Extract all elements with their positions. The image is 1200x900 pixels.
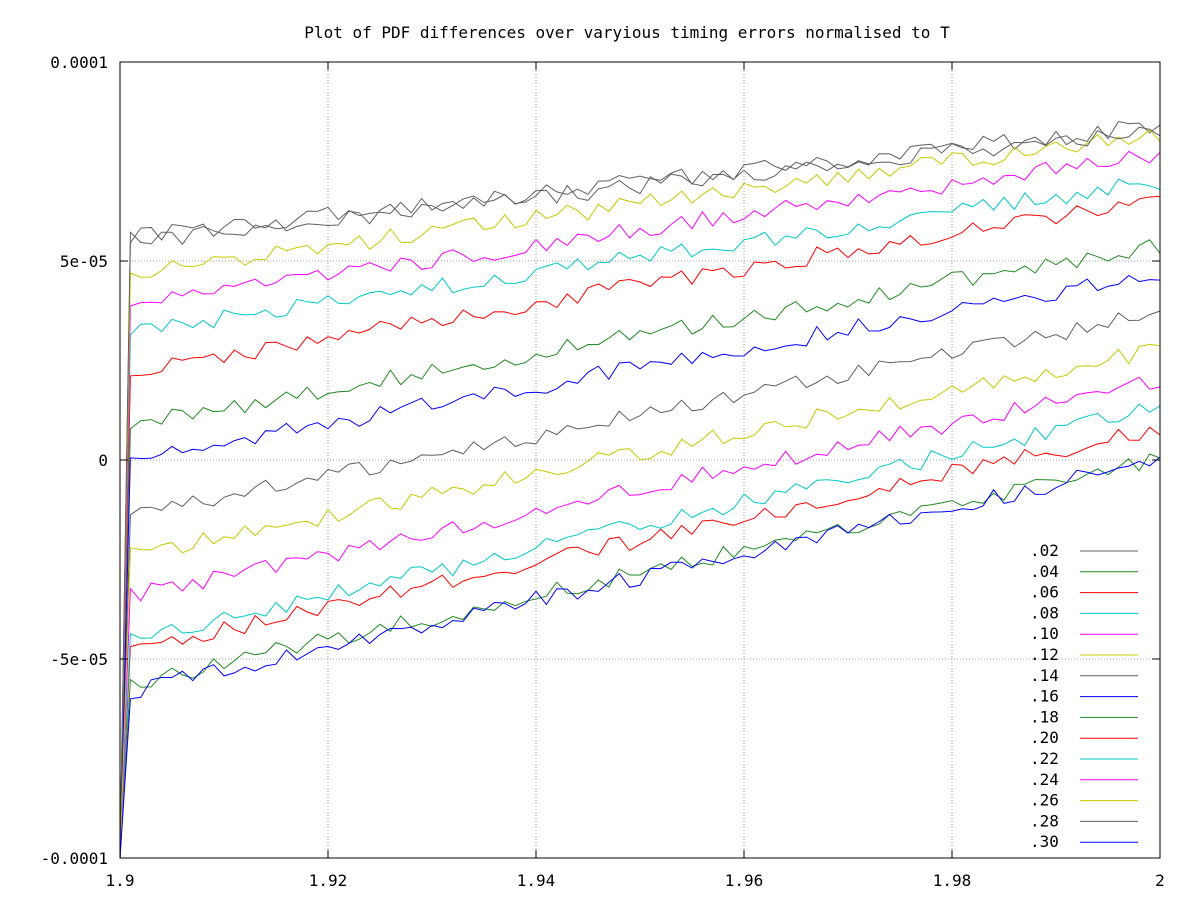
legend-label: .26 <box>1030 791 1059 810</box>
series-line-10 <box>119 150 1161 859</box>
legend-label: .16 <box>1030 687 1059 706</box>
x-tick-label: 1.96 <box>725 871 764 890</box>
y-tick-label: 0.0001 <box>50 53 108 72</box>
legend-label: .10 <box>1030 624 1059 643</box>
series-line-30 <box>119 456 1161 859</box>
series-line-26 <box>119 343 1161 859</box>
legend-label: .08 <box>1030 603 1059 622</box>
series-line-06 <box>119 195 1161 859</box>
legend-label: .04 <box>1030 562 1059 581</box>
legend-label: .02 <box>1030 541 1059 560</box>
legend-label: .28 <box>1030 811 1059 830</box>
y-tick-label: -0.0001 <box>41 849 108 868</box>
legend-label: .22 <box>1030 749 1059 768</box>
x-tick-label: 1.98 <box>933 871 972 890</box>
legend-label: .30 <box>1030 832 1059 851</box>
y-tick-label: 0 <box>98 451 108 470</box>
series-line-20 <box>119 426 1161 859</box>
series-line-14 <box>119 310 1161 859</box>
y-tick-label: 5e-05 <box>60 252 108 271</box>
series-line-22 <box>119 403 1161 859</box>
x-tick-label: 1.94 <box>517 871 556 890</box>
series-line-24 <box>119 376 1161 859</box>
legend-label: .18 <box>1030 707 1059 726</box>
legend-label: .24 <box>1030 770 1059 789</box>
x-tick-label: 2 <box>1155 871 1165 890</box>
legend-label: .14 <box>1030 666 1059 685</box>
series-line-02 <box>119 120 1161 859</box>
series-line-18 <box>119 453 1161 859</box>
series-line-04 <box>119 239 1161 859</box>
series-lines <box>119 120 1161 859</box>
legend-label: .06 <box>1030 583 1059 602</box>
x-tick-label: 1.92 <box>309 871 348 890</box>
x-tick-label: 1.9 <box>106 871 135 890</box>
legend-label: .12 <box>1030 645 1059 664</box>
series-line-08 <box>119 178 1161 859</box>
series-line-16 <box>119 274 1161 859</box>
y-tick-label: -5e-05 <box>50 650 108 669</box>
series-line-28 <box>119 126 1161 859</box>
series-line-12 <box>119 129 1161 859</box>
chart-title: Plot of PDF differences over varyious ti… <box>304 23 950 42</box>
legend-label: .20 <box>1030 728 1059 747</box>
legend: .02 .04 .06.08 .10 .12 .14 .16.18 .20 .22 .24 .26.… <box>1030 541 1138 851</box>
axis-ticks: 1.9 1.92 1.94 1.96 1.98 2 0.0001 5e-05 0 -5e-05 -0… <box>41 53 1165 890</box>
